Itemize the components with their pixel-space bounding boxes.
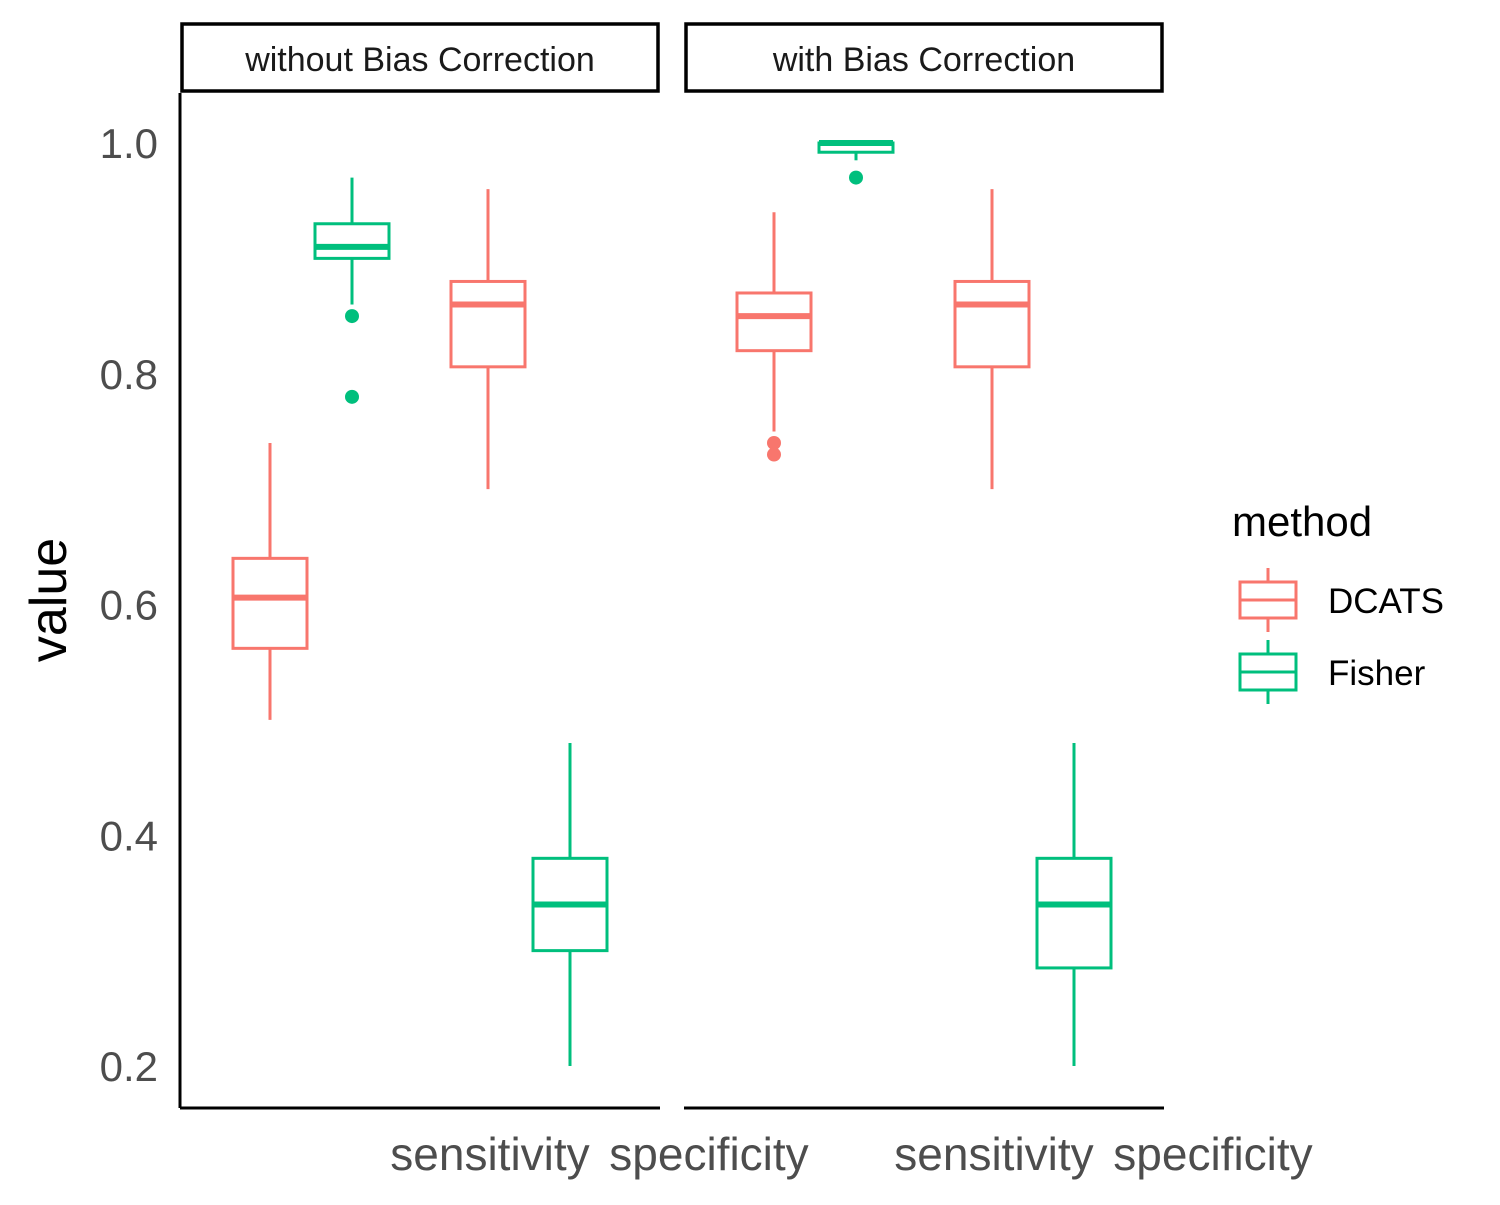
- y-axis: 0.2 0.4 0.6 0.8 1.0: [100, 93, 182, 1108]
- legend-item-dcats: DCATS: [1238, 568, 1444, 632]
- legend-title: method: [1232, 498, 1372, 545]
- facet-panel: with Bias Correction sensitivity specifici…: [684, 22, 1313, 1180]
- legend-label: DCATS: [1328, 582, 1444, 621]
- box-dcats-sensitivity: [231, 442, 309, 720]
- x-tick-label: specificity: [1113, 1128, 1312, 1180]
- box-iqr: [1035, 856, 1113, 970]
- facet-panel: without Bias Correction sensitivity specif…: [180, 22, 809, 1180]
- box-iqr: [313, 222, 391, 260]
- facet-strip-title: without Bias Correction: [244, 41, 595, 79]
- outlier-point: [345, 309, 359, 324]
- box-iqr: [953, 279, 1031, 369]
- facet-strip-title: with Bias Correction: [772, 41, 1075, 79]
- legend: method DCATS Fisher: [1232, 498, 1444, 704]
- box-fisher-specificity: [531, 742, 609, 1066]
- panels-layer: without Bias Correction sensitivity specif…: [180, 22, 1313, 1180]
- facet-strip-box: [180, 22, 660, 93]
- facet-strip: without Bias Correction: [180, 22, 660, 93]
- outlier-point: [345, 389, 359, 404]
- box-iqr: [449, 279, 527, 369]
- box-dcats-specificity: [953, 189, 1031, 490]
- x-tick-label: sensitivity: [390, 1128, 589, 1180]
- box-fisher-sensitivity: [313, 177, 391, 404]
- box-fisher-specificity: [1035, 742, 1113, 1066]
- outlier-point: [849, 170, 863, 185]
- outlier-point: [767, 435, 781, 450]
- y-tick-label: 0.2: [100, 1043, 158, 1090]
- y-tick-label: 0.6: [100, 582, 158, 629]
- y-tick-label: 0.4: [100, 812, 158, 859]
- outlier-point: [767, 447, 781, 462]
- x-tick-label: sensitivity: [894, 1128, 1093, 1180]
- y-axis-label: value: [20, 538, 78, 662]
- box-fisher-sensitivity: [817, 140, 895, 185]
- facet-strip-box: [684, 22, 1164, 93]
- box-dcats-sensitivity: [735, 212, 813, 462]
- box-dcats-specificity: [449, 189, 527, 490]
- legend-label: Fisher: [1328, 654, 1426, 693]
- y-tick-label: 1.0: [100, 120, 158, 167]
- box-iqr: [231, 556, 309, 650]
- y-tick-label: 0.8: [100, 351, 158, 398]
- box-iqr: [735, 291, 813, 353]
- facet-strip: with Bias Correction: [684, 22, 1164, 93]
- x-tick-label: specificity: [609, 1128, 808, 1180]
- legend-item-fisher: Fisher: [1238, 640, 1426, 704]
